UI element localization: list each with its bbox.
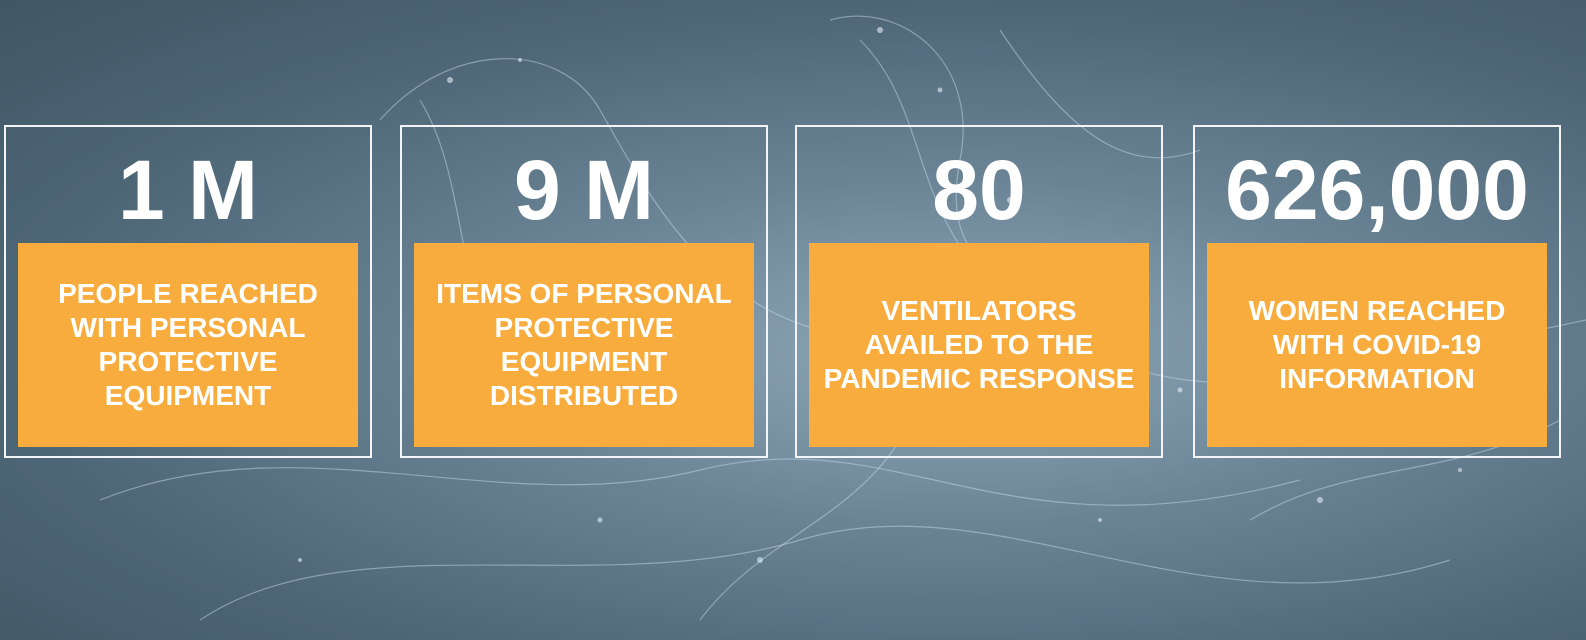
stat-label-box: VENTILATORS AVAILED TO THE PANDEMIC RESP… [809, 243, 1149, 447]
stat-card: 1 M PEOPLE REACHED WITH PERSONAL PROTECTI… [4, 125, 372, 458]
stat-label: ITEMS OF PERSONAL PROTECTIVE EQUIPMENT D… [424, 277, 744, 413]
stat-value: 80 [797, 145, 1161, 235]
stat-value: 9 M [402, 145, 766, 235]
stat-value: 626,000 [1195, 145, 1559, 235]
stat-label-box: PEOPLE REACHED WITH PERSONAL PROTECTIVE … [18, 243, 358, 447]
stat-card: 9 M ITEMS OF PERSONAL PROTECTIVE EQUIPMEN… [400, 125, 768, 458]
stat-value: 1 M [6, 145, 370, 235]
stat-label: VENTILATORS AVAILED TO THE PANDEMIC RESP… [819, 294, 1139, 396]
stat-card: 80 VENTILATORS AVAILED TO THE PANDEMIC RE… [795, 125, 1163, 458]
stat-label: WOMEN REACHED WITH COVID-19 INFORMATION [1217, 294, 1537, 396]
stat-label-box: ITEMS OF PERSONAL PROTECTIVE EQUIPMENT D… [414, 243, 754, 447]
stat-label: PEOPLE REACHED WITH PERSONAL PROTECTIVE … [28, 277, 348, 413]
stat-card: 626,000 WOMEN REACHED WITH COVID-19 INFOR… [1193, 125, 1561, 458]
stat-label-box: WOMEN REACHED WITH COVID-19 INFORMATION [1207, 243, 1547, 447]
infographic: 1 M PEOPLE REACHED WITH PERSONAL PROTECTI… [0, 0, 1586, 640]
